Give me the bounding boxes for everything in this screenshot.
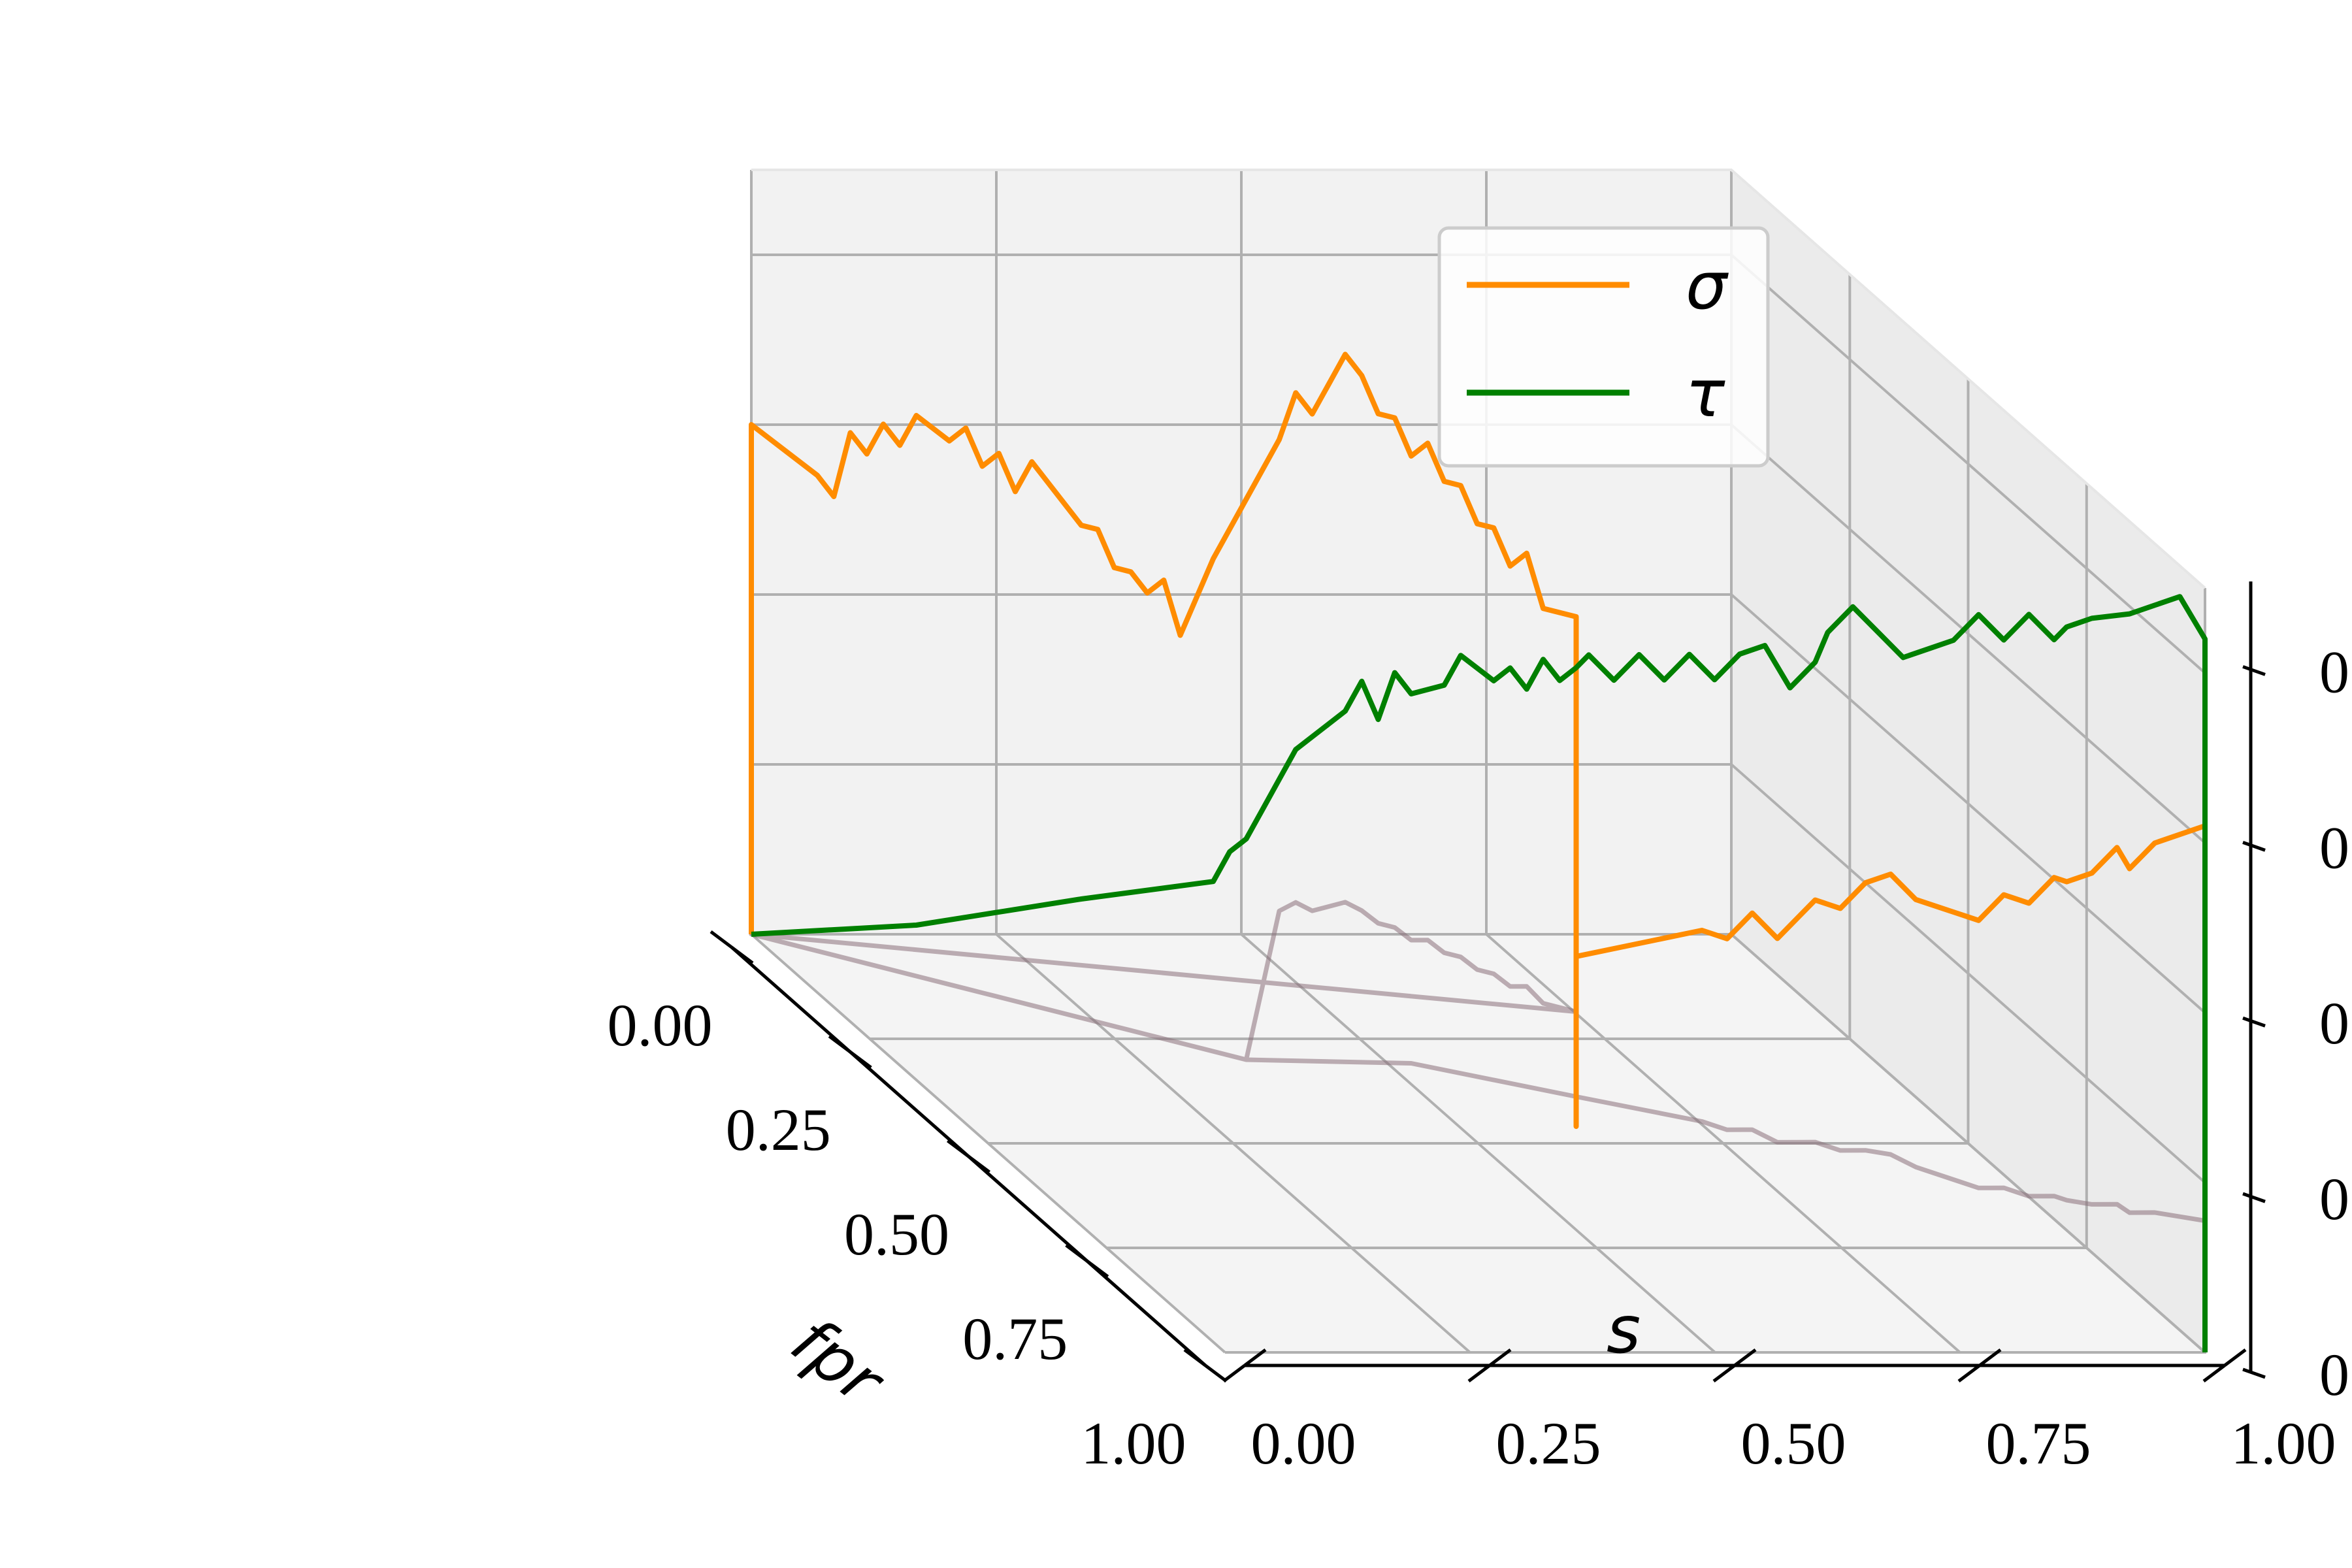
- z-tick-label: 0.1: [2319, 1166, 2352, 1232]
- z-tick-mark: [2242, 1016, 2266, 1028]
- z-tick-label: 0.4: [2319, 638, 2352, 705]
- z-grid-line: [751, 763, 2206, 1184]
- z-tick-mark: [2242, 840, 2266, 852]
- x-tick-mark: [1204, 1364, 1228, 1382]
- x-tick-mark: [947, 1139, 970, 1158]
- x-tick-mark: [849, 1051, 872, 1069]
- tau-series-line: [751, 594, 2208, 1352]
- y-tick-mark: [1978, 1348, 2002, 1367]
- y-tick-mark: [1467, 1364, 1491, 1382]
- x-tick-label: 0.00: [608, 992, 713, 1058]
- y-tick-mark: [2202, 1364, 2226, 1382]
- z-grid-line: [751, 593, 2206, 1014]
- pane-top-edge: [751, 169, 2206, 589]
- y-tick-label: 0.25: [1496, 1410, 1601, 1477]
- sigma-series-line: [749, 351, 2206, 1129]
- x-tick-mark: [1065, 1244, 1088, 1262]
- legend: σ τ: [1437, 226, 1770, 468]
- x-tick-mark: [710, 930, 733, 949]
- y-tick-mark: [2223, 1348, 2247, 1367]
- y-tick-label: 0.50: [1741, 1410, 1846, 1477]
- x-tick-label: 1.00: [1081, 1410, 1186, 1477]
- x-tick-label: 0.50: [844, 1201, 949, 1267]
- x-tick-mark: [1183, 1348, 1207, 1367]
- z-tick-mark: [2242, 665, 2266, 676]
- x-tick-mark: [828, 1035, 851, 1053]
- x-tick-mark: [730, 946, 754, 964]
- y-tick-label: 0.00: [1251, 1410, 1356, 1477]
- y-tick-label: 0.75: [1986, 1410, 2091, 1477]
- legend-label-tau: τ: [1686, 355, 1725, 432]
- z-tick-mark: [2242, 1367, 2266, 1379]
- y-tick-mark: [1222, 1364, 1246, 1382]
- y-axis-label: s: [1607, 1292, 1641, 1368]
- y-tick-mark: [1712, 1364, 1736, 1382]
- x-tick-mark: [968, 1155, 990, 1173]
- data-lines: [749, 351, 2208, 1352]
- x-tick-mark: [1086, 1260, 1109, 1278]
- legend-label-sigma: σ: [1686, 248, 1729, 324]
- x-axis-label: fpr: [777, 1303, 900, 1422]
- z-tick-label: 0.3: [2319, 814, 2352, 881]
- z-tick-mark: [2242, 1192, 2266, 1203]
- axis-ticks: 0.000.250.500.751.00 0.00 0.25 0.50 0.75 1.00…: [608, 638, 2352, 1477]
- y-tick-mark: [1488, 1348, 1512, 1367]
- sigma-floor-shadow: [749, 900, 2206, 1223]
- z-tick-label: 0.2: [2319, 990, 2352, 1056]
- y-tick-mark: [1957, 1364, 1981, 1382]
- z-tick-label: 0.0: [2319, 1341, 2352, 1408]
- x-tick-label: 0.25: [726, 1096, 831, 1163]
- y-tick-mark: [1243, 1348, 1267, 1367]
- y-tick-label: 1.00: [2231, 1410, 2336, 1477]
- y-tick-mark: [1733, 1348, 1757, 1367]
- x-tick-label: 0.75: [962, 1305, 1068, 1372]
